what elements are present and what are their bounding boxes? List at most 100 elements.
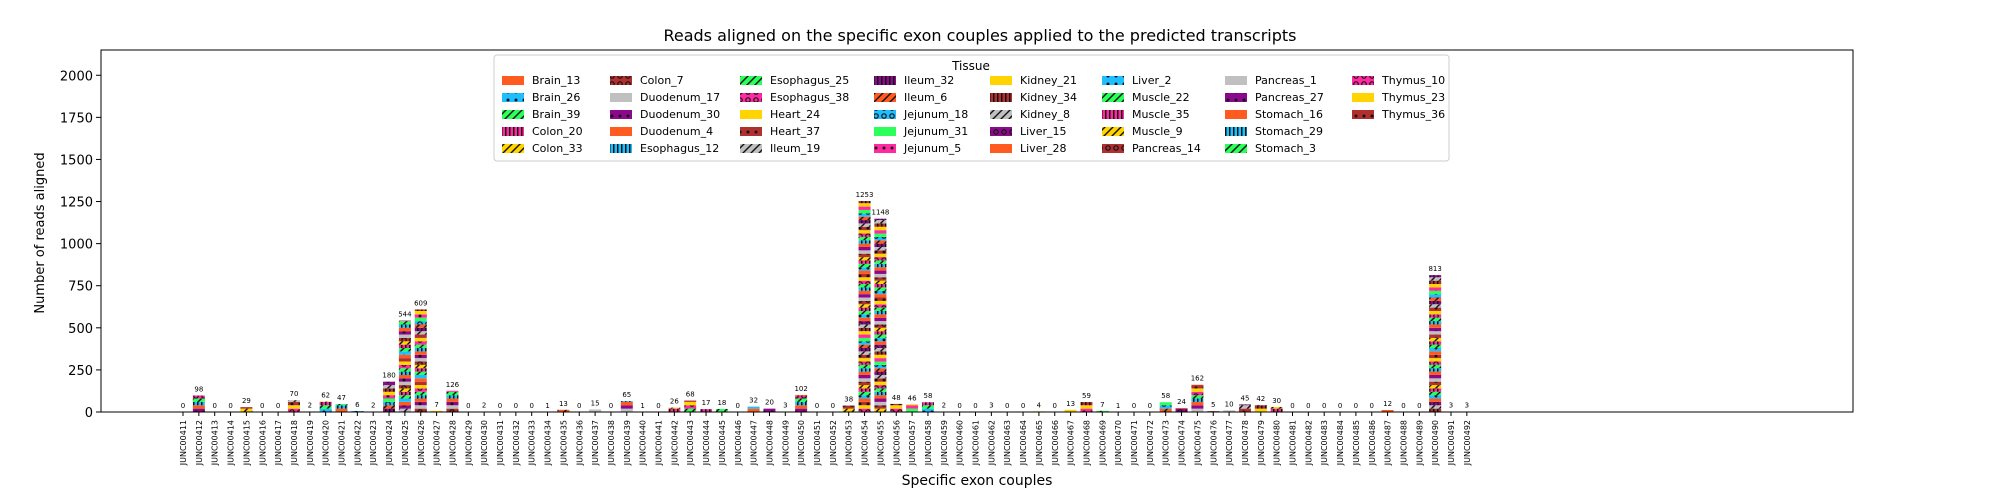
bar-segment <box>415 328 427 331</box>
bar-segment <box>795 402 807 405</box>
bar-value-label: 3 <box>1465 401 1469 409</box>
bar-segment <box>874 409 886 412</box>
bar-JUNC00412 <box>193 395 205 412</box>
legend-swatch <box>874 127 896 136</box>
bar-segment <box>383 392 395 395</box>
y-tick-label: 2000 <box>60 69 93 84</box>
x-tick-label: JUNC00428 <box>448 420 457 466</box>
bar-segment <box>399 392 411 395</box>
legend-swatch <box>1102 127 1124 136</box>
bar-segment <box>748 409 760 412</box>
bar-JUNC00458 <box>922 402 934 412</box>
bar-segment <box>1429 399 1441 402</box>
x-tick-label: JUNC00456 <box>892 420 901 466</box>
x-tick-label: JUNC00448 <box>765 420 774 466</box>
bar-segment <box>1429 405 1441 408</box>
bar-value-label: 609 <box>414 299 427 307</box>
bar-JUNC00420 <box>320 402 332 412</box>
bar-segment <box>1429 365 1441 368</box>
bar-segment <box>859 405 871 408</box>
bar-segment <box>320 409 332 412</box>
bar-segment <box>399 358 411 361</box>
bar-segment <box>1191 385 1203 388</box>
bar-segment <box>874 314 886 317</box>
bar-segment <box>859 361 871 364</box>
bar-segment <box>859 395 871 398</box>
bar-segment <box>859 368 871 371</box>
legend-swatch <box>990 127 1012 136</box>
legend-swatch <box>874 93 896 102</box>
x-tick-label: JUNC00449 <box>781 420 790 466</box>
bar-value-label: 0 <box>831 402 835 410</box>
x-tick-label: JUNC00459 <box>940 420 949 466</box>
bar-segment <box>288 409 300 412</box>
bar-segment <box>415 388 427 391</box>
bar-segment <box>193 399 205 402</box>
bar-segment <box>1080 402 1092 405</box>
bar-segment <box>843 406 855 409</box>
x-tick-label: JUNC00490 <box>1431 420 1440 466</box>
bar-value-label: 58 <box>923 392 932 400</box>
bar-segment <box>874 308 886 311</box>
x-tick-label: JUNC00429 <box>464 420 473 466</box>
x-tick-label: JUNC00431 <box>496 420 505 466</box>
bar-segment <box>1429 308 1441 311</box>
bar-value-label: 0 <box>609 402 613 410</box>
x-tick-label: JUNC00478 <box>1241 420 1250 466</box>
legend-swatch <box>990 110 1012 119</box>
bar-segment <box>399 321 411 324</box>
bar-value-label: 0 <box>577 402 581 410</box>
bar-segment <box>1429 284 1441 287</box>
bar-segment <box>446 405 458 408</box>
bar-segment <box>415 351 427 354</box>
bar-segment <box>288 400 300 402</box>
bar-value-label: 1 <box>640 402 644 410</box>
bar-segment <box>922 405 934 408</box>
bar-segment <box>874 250 886 253</box>
bar-segment <box>383 388 395 391</box>
bar-segment <box>621 409 633 412</box>
bar-segment <box>874 375 886 378</box>
legend-label: Colon_7 <box>640 74 684 87</box>
bar-segment <box>874 264 886 267</box>
bar-segment <box>1191 409 1203 412</box>
bar-segment <box>399 351 411 354</box>
bar-segment <box>415 324 427 327</box>
bar-segment <box>1429 361 1441 364</box>
x-tick-label: JUNC00446 <box>734 420 743 466</box>
x-tick-label: JUNC00442 <box>670 420 679 466</box>
bar-segment <box>874 301 886 304</box>
legend-swatch <box>874 144 896 153</box>
bar-JUNC00439 <box>621 401 633 412</box>
bar-segment <box>874 402 886 405</box>
legend-swatch <box>502 110 524 119</box>
bar-segment <box>859 237 871 240</box>
bar-value-label: 0 <box>228 402 232 410</box>
legend-swatch <box>1102 76 1124 85</box>
legend-label: Kidney_21 <box>1020 74 1077 87</box>
bar-segment <box>415 358 427 361</box>
legend-label: Colon_20 <box>532 125 583 138</box>
bar-segment <box>446 391 458 392</box>
legend-label: Heart_37 <box>770 125 820 138</box>
bar-value-label: 6 <box>355 401 360 409</box>
legend-label: Jejunum_5 <box>903 142 961 155</box>
bar-value-label: 42 <box>1256 395 1265 403</box>
bar-segment <box>859 291 871 294</box>
bar-segment <box>684 409 696 412</box>
legend-label: Pancreas_27 <box>1255 91 1324 104</box>
x-tick-label: JUNC00485 <box>1352 420 1361 466</box>
bar-JUNC00426 <box>415 309 427 412</box>
bar-value-label: 1 <box>1116 402 1120 410</box>
bar-segment <box>874 234 886 237</box>
bar-segment <box>859 308 871 311</box>
bar-value-label: 3 <box>783 401 787 409</box>
bar-segment <box>383 382 395 385</box>
bar-segment <box>399 405 411 408</box>
bar-value-label: 813 <box>1428 265 1441 273</box>
bar-JUNC00454 <box>859 201 871 412</box>
bar-segment <box>874 260 886 263</box>
bar-value-label: 38 <box>844 396 853 404</box>
x-tick-label: JUNC00489 <box>1415 420 1424 466</box>
bar-segment <box>1429 385 1441 388</box>
